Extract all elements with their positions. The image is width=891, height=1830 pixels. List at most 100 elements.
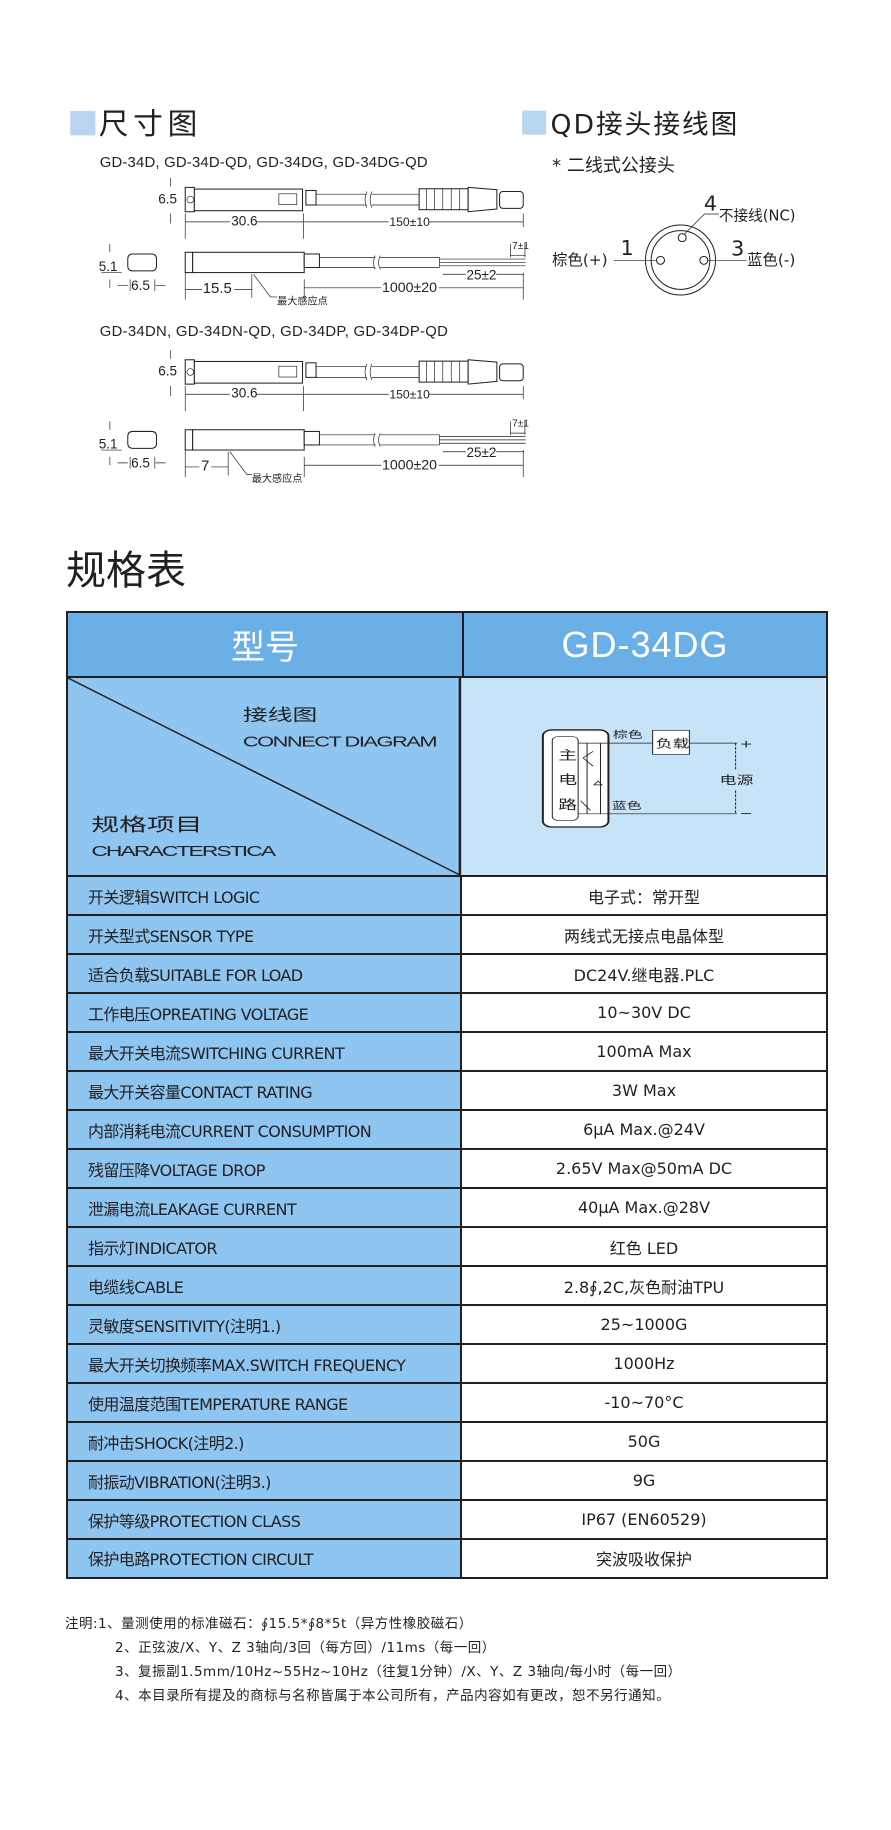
note-4: 4、本目录所有提及的商标与名称皆属于本公司所有，产品内容如有更改，恕不另行通知。 [115, 1688, 671, 1704]
dim-annotations-1: 6.5 30.6 150±10 [158, 177, 524, 239]
model-header-label: 型号 [68, 613, 464, 676]
spec-row: 泄漏电流LEAKAGE CURRENT 40μA Max.@28V [68, 1189, 826, 1228]
spec-value: 突波吸收保护 [595, 1550, 692, 1570]
note-1: 注明:1、量测使用的标准磁石：∮15.5*∮8*5t（异方性橡胶磁石） [65, 1616, 473, 1632]
spec-row: 最大开关电流SWITCHING CURRENT 100mA Max [68, 1033, 826, 1072]
svg-text:不接线(NC): 不接线(NC) [719, 208, 796, 225]
diagram-label-cn: 接线图 [243, 705, 317, 725]
spec-value: 3W Max [611, 1081, 677, 1100]
svg-text:棕色(+): 棕色(+) [552, 251, 607, 269]
spec-value: DC24V.继电器.PLC [573, 965, 715, 985]
spec-value: 25~1000G [600, 1315, 688, 1334]
svg-text:30.6: 30.6 [231, 386, 257, 401]
sense-point-label: 最大感应点 [252, 472, 303, 485]
qd-title: QD接头接线图 [551, 109, 740, 140]
spec-value: -10~70°C [604, 1393, 684, 1412]
svg-text:路: 路 [558, 797, 577, 812]
svg-text:+: + [740, 738, 753, 750]
spec-label: 泄漏电流LEAKAGE CURRENT [68, 1189, 462, 1226]
spec-value: 10~30V DC [597, 1003, 691, 1022]
svg-text:−: − [740, 808, 753, 820]
svg-text:15.5: 15.5 [203, 281, 232, 297]
note-2: 2、正弦波/X、Y、Z 3轴向/3回（每方回）/11ms（每一回） [115, 1640, 496, 1656]
spec-label: 最大开关容量CONTACT RATING [68, 1072, 462, 1109]
svg-text:6.5: 6.5 [158, 191, 177, 206]
qd-subtitle: * 二线式公接头 [552, 156, 675, 177]
section-square-icon [70, 111, 96, 136]
svg-text:3: 3 [731, 237, 744, 261]
spec-label: 工作电压OPREATING VOLTAGE [68, 994, 462, 1031]
spec-row: 内部消耗电流CURRENT CONSUMPTION 6μA Max.@24V [68, 1111, 826, 1150]
connect-diagram-row: 接线图 CONNECT DIAGRAM 规格项目 CHARACTERSTICA … [67, 677, 826, 877]
dimension-drawings: 尺寸图 GD-34D, GD-34D-QD, GD-34DG, GD-34DG-… [70, 107, 530, 485]
spec-value: 100mA Max [596, 1042, 692, 1061]
spec-title: 规格表 [66, 548, 186, 594]
svg-text:150±10: 150±10 [389, 387, 430, 401]
spec-row: 使用温度范围TEMPERATURE RANGE -10~70°C [68, 1384, 826, 1423]
spec-row: 适合负载SUITABLE FOR LOAD DC24V.继电器.PLC [68, 955, 826, 994]
svg-text:5.1: 5.1 [99, 436, 118, 451]
table-header: 型号 GD-34DG [68, 613, 826, 678]
svg-text:150±10: 150±10 [389, 215, 430, 229]
spec-label: 残留压降VOLTAGE DROP [68, 1150, 462, 1187]
svg-text:电: 电 [558, 773, 577, 788]
spec-label: 开关逻辑SWITCH LOGIC [68, 877, 462, 914]
spec-label: 适合负载SUITABLE FOR LOAD [68, 955, 462, 992]
spec-row: 开关型式SENSOR TYPE 两线式无接点电晶体型 [68, 916, 826, 955]
diagram-label-en: CONNECT DIAGRAM [243, 733, 438, 749]
spec-label: 电缆线CABLE [68, 1267, 462, 1304]
items-label-cn: 规格项目 [91, 814, 202, 836]
spec-row: 残留压降VOLTAGE DROP 2.65V Max@50mA DC [68, 1150, 826, 1189]
spec-value: 红色 LED [609, 1238, 679, 1258]
spec-row: 耐振动VIBRATION(注明3.) 9G [68, 1462, 826, 1501]
svg-text:4: 4 [704, 192, 717, 216]
svg-text:6.5: 6.5 [131, 456, 150, 471]
spec-label: 最大开关切换频率MAX.SWITCH FREQUENCY [68, 1345, 462, 1382]
spec-label: 保护等级PROTECTION CLASS [68, 1501, 462, 1538]
spec-value: 2.8∮,2C,灰色耐油TPU [563, 1277, 725, 1297]
spec-value: 9G [632, 1471, 656, 1490]
spec-label: 灵敏度SENSITIVITY(注明1.) [68, 1306, 462, 1343]
svg-text:7±1: 7±1 [512, 418, 529, 429]
svg-text:主: 主 [558, 748, 577, 763]
spec-value: 两线式无接点电晶体型 [563, 926, 724, 946]
spec-row: 保护等级PROTECTION CLASS IP67 (EN60529) [68, 1501, 826, 1540]
dim-annotations-2: 5.1 6.5 7±1 25±2 1000±20 15.5 最大感应点 [99, 241, 530, 308]
svg-text:7±1: 7±1 [512, 241, 529, 252]
spec-row: 最大开关切换频率MAX.SWITCH FREQUENCY 1000Hz [68, 1345, 826, 1384]
note-3: 3、复振副1.5mm/10Hz~55Hz~10Hz（往复1分钟）/X、Y、Z 3… [115, 1664, 682, 1680]
spec-value: 6μA Max.@24V [583, 1120, 705, 1139]
svg-text:蓝色(-): 蓝色(-) [747, 251, 795, 269]
spec-value: 电子式：常开型 [587, 887, 700, 907]
spec-value: IP67 (EN60529) [581, 1510, 707, 1529]
spec-value: 1000Hz [613, 1354, 675, 1373]
sensor-top-view [184, 186, 524, 213]
spec-label: 耐振动VIBRATION(注明3.) [68, 1462, 462, 1499]
qd-wiring-diagram: QD接头接线图 * 二线式公接头 棕色(+) 1 3 蓝色(-) 4 不接线(N… [522, 109, 796, 296]
svg-text:30.6: 30.6 [231, 213, 257, 228]
spec-row: 开关逻辑SWITCH LOGIC 电子式：常开型 [68, 877, 826, 916]
items-label-en: CHARACTERSTICA [91, 843, 276, 860]
dim-annotations-3: 6.5 30.6 150±10 [158, 350, 524, 412]
spec-label: 耐冲击SHOCK(注明2.) [68, 1423, 462, 1460]
spec-value: 50G [627, 1432, 661, 1451]
svg-text:棕色: 棕色 [613, 729, 643, 741]
spec-row: 灵敏度SENSITIVITY(注明1.) 25~1000G [68, 1306, 826, 1345]
section-square-icon [522, 110, 547, 135]
group2-models: GD-34DN, GD-34DN-QD, GD-34DP, GD-34DP-QD [100, 324, 448, 340]
spec-label: 开关型式SENSOR TYPE [68, 916, 462, 953]
diagonal-divider [67, 677, 461, 876]
spec-label: 保护电路PROTECTION CIRCULT [68, 1540, 462, 1577]
svg-text:蓝色: 蓝色 [612, 800, 642, 812]
svg-text:电源: 电源 [720, 774, 754, 787]
spec-row: 指示灯INDICATOR 红色 LED [68, 1228, 826, 1267]
spec-label: 使用温度范围TEMPERATURE RANGE [68, 1384, 462, 1421]
svg-text:1000±20: 1000±20 [382, 458, 437, 474]
group1-models: GD-34D, GD-34D-QD, GD-34DG, GD-34DG-QD [100, 155, 428, 171]
model-value: GD-34DG [561, 623, 729, 665]
spec-row: 保护电路PROTECTION CIRCULT 突波吸收保护 [68, 1540, 826, 1577]
svg-text:6.5: 6.5 [158, 364, 177, 379]
svg-text:6.5: 6.5 [131, 278, 150, 293]
spec-row: 最大开关容量CONTACT RATING 3W Max [68, 1072, 826, 1111]
